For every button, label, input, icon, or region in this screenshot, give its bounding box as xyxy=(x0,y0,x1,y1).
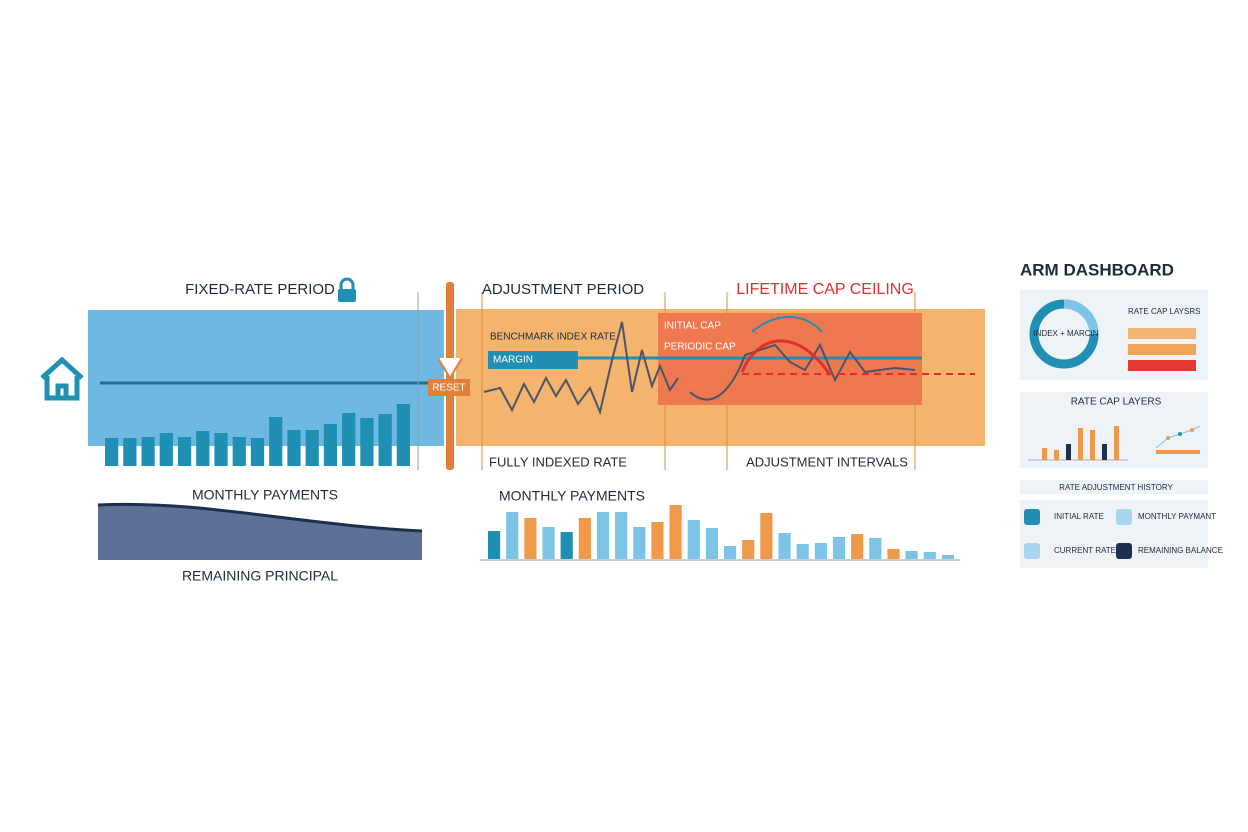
payment-bar xyxy=(705,528,718,559)
periodic-arc xyxy=(740,339,832,376)
payment-bar xyxy=(141,437,155,466)
payment-bar xyxy=(633,527,646,559)
payment-bar xyxy=(578,518,591,559)
label: REMAINING PRINCIPAL xyxy=(182,568,338,584)
icon xyxy=(1024,543,1040,559)
payment-bar xyxy=(760,513,773,559)
icon xyxy=(1116,509,1132,525)
label: FULLY INDEXED RATE xyxy=(489,454,627,469)
payment-bar xyxy=(941,555,954,559)
payment-bar xyxy=(105,438,119,466)
payment-bar xyxy=(506,512,519,559)
payment-bar xyxy=(196,431,210,466)
payment-bar xyxy=(851,534,864,559)
payment-bar xyxy=(396,404,410,466)
label: PERIODIC CAP xyxy=(664,342,736,353)
cap-layer xyxy=(1128,344,1196,355)
icon xyxy=(1116,543,1132,559)
label: RATE ADJUSTMENT HISTORY xyxy=(1059,483,1173,492)
payment-bar xyxy=(360,418,374,466)
payment-bar xyxy=(287,430,301,466)
payment-bar xyxy=(232,437,246,466)
initial-arc xyxy=(751,316,823,333)
lock-icon xyxy=(338,277,356,302)
payment-bar xyxy=(123,438,137,466)
index-path xyxy=(483,321,679,416)
label: BENCHMARK INDEX RATE xyxy=(490,332,616,343)
item: INITIAL RATE xyxy=(1054,512,1104,521)
cap-layer xyxy=(1128,360,1196,371)
payment-bar xyxy=(488,531,501,559)
payment-bar xyxy=(305,430,319,466)
principal-line xyxy=(97,502,423,533)
label: MONTHLY PAYMENTS xyxy=(192,487,338,503)
card xyxy=(1020,500,1208,568)
mini-chart xyxy=(1028,425,1201,461)
payment-bar xyxy=(923,552,936,559)
payment-bar xyxy=(269,417,283,466)
label: ADJUSTMENT PERIOD xyxy=(482,281,644,298)
payment-bar xyxy=(687,520,700,559)
payment-bar xyxy=(342,413,356,466)
dashboard-title: ARM DASHBOARD xyxy=(1020,260,1174,279)
payment-bar xyxy=(560,532,573,559)
item: CURRENT RATE xyxy=(1054,546,1116,555)
cap-layer xyxy=(1128,328,1196,339)
payment-bar xyxy=(250,438,265,466)
payment-bar xyxy=(159,433,173,466)
payment-bar xyxy=(524,518,537,559)
label: RATE CAP LAYERS xyxy=(1071,397,1162,408)
label: LIFETIME CAP CEILING xyxy=(736,281,914,298)
payment-bar xyxy=(724,546,737,559)
payment-bar xyxy=(887,549,900,559)
payment-bar xyxy=(596,512,610,559)
payment-bar xyxy=(905,551,918,559)
payment-bar xyxy=(615,512,628,559)
payment-bar xyxy=(796,544,809,559)
payment-bar xyxy=(814,543,827,559)
payment-bar xyxy=(778,533,791,559)
payment-bar xyxy=(542,527,555,559)
margin-box xyxy=(488,351,578,369)
payment-bar xyxy=(323,424,338,466)
label: ADJUSTMENT INTERVALS xyxy=(746,454,908,469)
card xyxy=(1020,480,1208,494)
reset-arrow xyxy=(437,357,463,380)
payment-bar xyxy=(651,522,664,559)
item: REMAINING BALANCE xyxy=(1138,546,1223,555)
rate-path xyxy=(689,342,916,401)
principal-area xyxy=(98,504,422,560)
label: RESET xyxy=(432,383,465,394)
icon xyxy=(1024,509,1040,525)
payment-bar xyxy=(832,537,846,559)
donut-segment xyxy=(1063,299,1099,335)
payment-bar xyxy=(214,433,228,466)
label: INITIAL CAP xyxy=(664,321,721,332)
payment-bar xyxy=(378,414,392,466)
house-icon xyxy=(40,356,84,401)
item: MONTHLY PAYMANT xyxy=(1138,512,1216,521)
donut-label: INDEX + MARCIN xyxy=(1033,329,1098,338)
payment-bar xyxy=(742,540,755,559)
label: MARGIN xyxy=(493,355,533,366)
payment-bar xyxy=(669,505,682,559)
label: FIXED-RATE PERIOD xyxy=(185,281,335,298)
reset-box xyxy=(428,379,470,396)
label: RATE CAP LAYSRS xyxy=(1128,307,1200,316)
payment-bar xyxy=(177,437,192,466)
label: MONTHLY PAYMENTS xyxy=(499,488,645,504)
payment-bar xyxy=(869,538,882,559)
